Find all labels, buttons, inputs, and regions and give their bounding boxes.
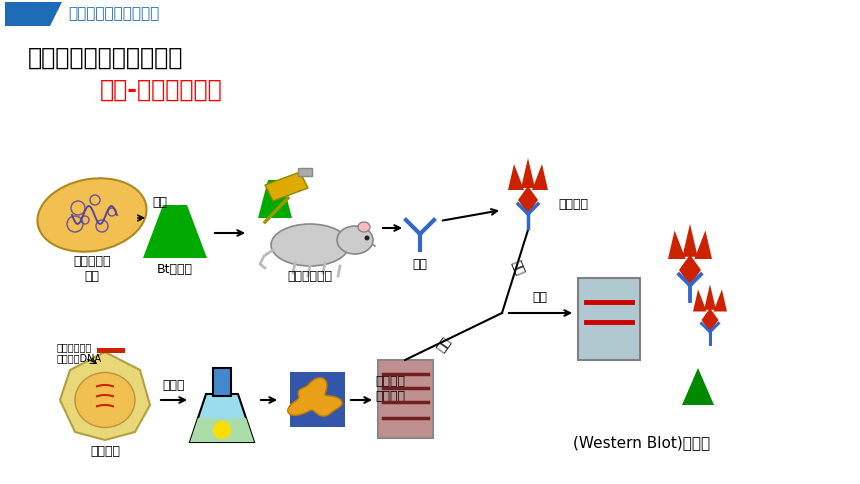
Polygon shape — [532, 164, 548, 190]
Polygon shape — [693, 289, 707, 312]
Polygon shape — [704, 284, 716, 310]
Text: 植物细胞: 植物细胞 — [90, 445, 120, 458]
Text: 提取蛋白
电泳分离: 提取蛋白 电泳分离 — [375, 375, 405, 403]
Polygon shape — [287, 378, 342, 416]
FancyBboxPatch shape — [578, 278, 640, 360]
Text: 苏云金芽孢
杆菌: 苏云金芽孢 杆菌 — [73, 255, 111, 283]
Polygon shape — [143, 205, 207, 258]
Polygon shape — [518, 186, 538, 214]
Ellipse shape — [337, 226, 373, 254]
Bar — [290, 372, 345, 427]
Text: 标记抗体: 标记抗体 — [558, 198, 588, 212]
FancyBboxPatch shape — [378, 360, 433, 438]
Text: 抗体: 抗体 — [413, 258, 427, 271]
Polygon shape — [258, 180, 292, 218]
Ellipse shape — [271, 224, 349, 266]
Polygon shape — [190, 394, 254, 442]
Polygon shape — [694, 230, 712, 259]
Text: 注射小鼠体内: 注射小鼠体内 — [287, 270, 333, 283]
Circle shape — [213, 421, 231, 439]
Polygon shape — [190, 418, 254, 442]
FancyBboxPatch shape — [97, 348, 125, 353]
Text: 抗体: 抗体 — [508, 258, 525, 277]
Ellipse shape — [38, 178, 146, 252]
Polygon shape — [682, 224, 697, 257]
Text: 基因是否翻译（蛋白质）: 基因是否翻译（蛋白质） — [28, 46, 183, 70]
Text: 插入目的基因
的染色体DNA: 插入目的基因 的染色体DNA — [57, 342, 102, 363]
Polygon shape — [265, 172, 308, 201]
Circle shape — [365, 236, 370, 241]
Polygon shape — [60, 352, 150, 440]
Polygon shape — [714, 289, 727, 312]
Polygon shape — [682, 368, 714, 405]
Text: 抗原-抗体杂交技术: 抗原-抗体杂交技术 — [100, 78, 223, 102]
Text: 抗原: 抗原 — [435, 335, 454, 355]
Text: (Western Blot)流程图: (Western Blot)流程图 — [574, 435, 710, 450]
Polygon shape — [521, 158, 535, 188]
Polygon shape — [5, 2, 62, 26]
Ellipse shape — [75, 373, 135, 427]
FancyBboxPatch shape — [298, 168, 312, 176]
Polygon shape — [679, 255, 701, 286]
FancyBboxPatch shape — [213, 368, 231, 396]
Text: 杂交: 杂交 — [532, 291, 548, 304]
Polygon shape — [668, 230, 685, 259]
Ellipse shape — [358, 222, 370, 232]
Text: 提取: 提取 — [152, 196, 168, 209]
Text: 目的基因的检测与鉴定: 目的基因的检测与鉴定 — [68, 6, 159, 21]
Polygon shape — [702, 308, 718, 332]
Text: 脱分化: 脱分化 — [163, 379, 185, 392]
Text: Bt毒蛋白: Bt毒蛋白 — [157, 263, 193, 276]
Polygon shape — [508, 164, 524, 190]
